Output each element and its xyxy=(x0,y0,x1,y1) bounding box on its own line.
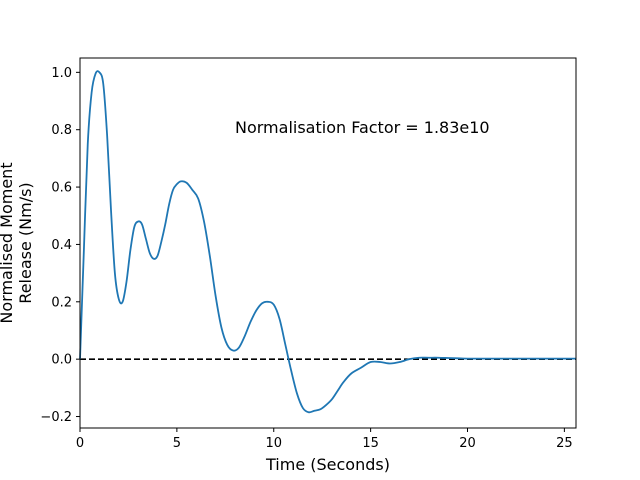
x-tick-label: 15 xyxy=(362,436,379,451)
x-tick-label: 10 xyxy=(265,436,282,451)
y-axis-label-group: Normalised Moment Release (Nm/s) xyxy=(0,162,35,323)
y-tick-label: 0.0 xyxy=(51,353,72,368)
y-axis-label-line-1: Normalised Moment xyxy=(0,162,16,323)
x-axis-label: Time (Seconds) xyxy=(265,455,390,474)
y-tick-label: 0.2 xyxy=(51,295,72,310)
y-axis-label-line-2: Release (Nm/s) xyxy=(16,182,35,303)
series-line-0 xyxy=(79,70,576,414)
x-tick-label: 25 xyxy=(556,436,573,451)
plot-area xyxy=(80,58,576,428)
plot-frame xyxy=(79,57,577,429)
y-tick-label: 1.0 xyxy=(51,66,72,81)
x-ticks: 0 5 10 15 20 25 xyxy=(76,428,573,451)
series-layer xyxy=(79,70,576,414)
annotation-normalisation-factor: Normalisation Factor = 1.83e10 xyxy=(235,118,490,137)
x-tick-label: 5 xyxy=(173,436,181,451)
x-tick-label: 0 xyxy=(76,436,84,451)
y-tick-label: 0.6 xyxy=(51,181,72,196)
x-tick-label: 20 xyxy=(459,436,476,451)
y-tick-label: 0.4 xyxy=(51,238,72,253)
y-ticks: −0.2 0.0 0.2 0.4 0.6 0.8 1.0 xyxy=(40,66,80,425)
y-tick-label: −0.2 xyxy=(40,410,72,425)
y-tick-label: 0.8 xyxy=(51,123,72,138)
